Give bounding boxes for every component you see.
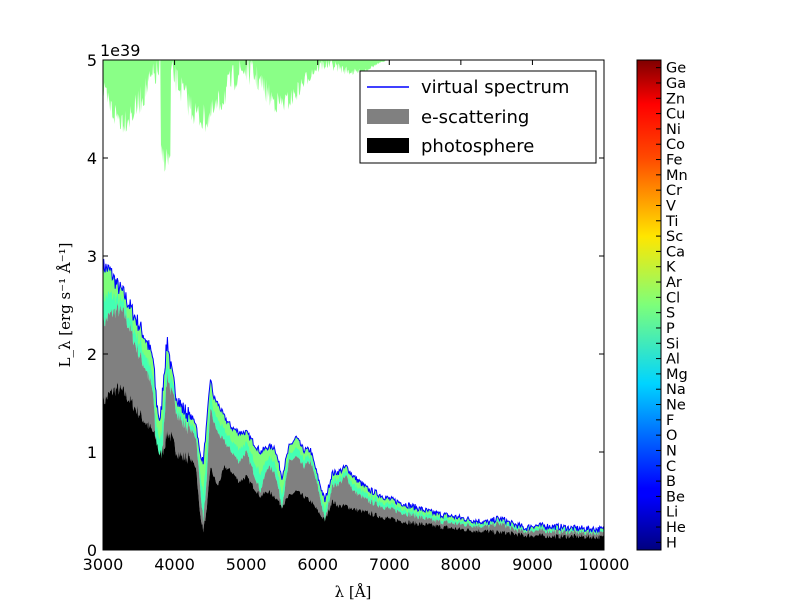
colorbar-label: V [666, 198, 676, 214]
x-tick-label: 4000 [154, 555, 195, 574]
colorbar-gradient [636, 59, 662, 551]
colorbar-label: Ar [666, 275, 682, 291]
element-contribution-band [103, 259, 604, 536]
colorbar-label: K [666, 260, 676, 276]
colorbar-label: S [666, 306, 675, 322]
colorbar-label: P [666, 321, 675, 337]
colorbar: HHeLiBeBCNOFNeNaMgAlSiPSClArKCaScTiVCrMn… [636, 59, 688, 551]
y-tick-label: 1 [87, 443, 97, 462]
axis-ticks: 3000 4000 5000 6000 7000 8000 9000 10000 0 1 2 3 4 5 [83, 51, 630, 574]
colorbar-label: F [666, 413, 674, 429]
x-tick-label: 6000 [297, 555, 338, 574]
colorbar-label: Be [666, 489, 685, 505]
x-tick-label: 9000 [512, 555, 553, 574]
colorbar-label: Mn [666, 168, 688, 184]
x-tick-label: 3000 [83, 555, 124, 574]
colorbar-label: Cu [666, 107, 685, 123]
y-tick-label: 3 [87, 247, 97, 266]
colorbar-label: Ca [666, 244, 685, 260]
colorbar-label: Co [666, 137, 685, 153]
y-tick-label: 2 [87, 345, 97, 364]
colorbar-label: Cr [666, 183, 682, 199]
colorbar-label: Fe [666, 153, 683, 169]
colorbar-label: Na [666, 382, 686, 398]
colorbar-label: Si [666, 336, 679, 352]
legend-swatch-photosphere [367, 138, 409, 153]
colorbar-label: Ne [666, 398, 686, 414]
y-offset-label: 1e39 [100, 41, 140, 60]
colorbar-label: Cl [666, 290, 680, 306]
x-tick-label: 8000 [440, 555, 481, 574]
y-tick-label: 5 [87, 51, 97, 70]
colorbar-label: C [666, 459, 676, 475]
colorbar-label: Ge [666, 61, 686, 77]
colorbar-label: Mg [666, 367, 688, 383]
plot-frame [102, 59, 605, 551]
colorbar-label: O [666, 428, 677, 444]
x-axis-label: λ [Å] [335, 583, 372, 601]
colorbar-label: N [666, 443, 677, 459]
colorbar-label: B [666, 474, 676, 490]
legend: virtual spectrum e-scattering photospher… [359, 70, 597, 164]
x-tick-label: 10000 [579, 555, 630, 574]
colorbar-label: Zn [666, 91, 685, 107]
colorbar-label: Ni [666, 122, 681, 138]
colorbar-label: Sc [666, 229, 683, 245]
x-tick-label: 5000 [226, 555, 267, 574]
colorbar-label: Ga [666, 76, 686, 92]
colorbar-label: Ti [665, 214, 678, 230]
series-virtual-spectrum [103, 258, 604, 534]
x-tick-label: 7000 [369, 555, 410, 574]
legend-swatch-e-scattering [367, 109, 409, 124]
colorbar-label: Al [666, 352, 680, 368]
colorbar-label: Li [666, 505, 678, 521]
y-axis-label: L_λ [erg s⁻¹ Å⁻¹] [56, 242, 74, 367]
y-tick-label: 4 [87, 149, 97, 168]
y-tick-label: 0 [87, 541, 97, 560]
element-contribution-band-secondary [103, 290, 604, 536]
top-feature-band [103, 60, 390, 172]
legend-label-e-scattering: e-scattering [421, 107, 529, 128]
legend-label-photosphere: photosphere [421, 136, 534, 157]
colorbar-label: He [666, 520, 686, 536]
series-photosphere [103, 382, 604, 550]
legend-label-virtual-spectrum: virtual spectrum [421, 77, 569, 98]
series-e-scattering [103, 303, 604, 540]
colorbar-label: H [666, 535, 677, 551]
